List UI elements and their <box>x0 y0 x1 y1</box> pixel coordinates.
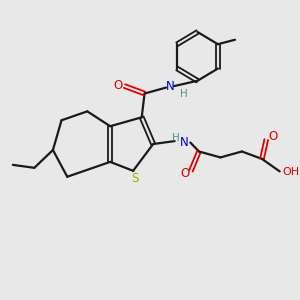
Text: H: H <box>180 88 188 98</box>
Text: S: S <box>131 172 138 185</box>
Text: O: O <box>114 79 123 92</box>
Text: OH: OH <box>282 167 299 177</box>
Text: N: N <box>166 80 175 93</box>
Text: O: O <box>268 130 277 143</box>
Text: O: O <box>180 167 189 180</box>
Text: N: N <box>180 136 189 149</box>
Text: H: H <box>172 133 180 142</box>
